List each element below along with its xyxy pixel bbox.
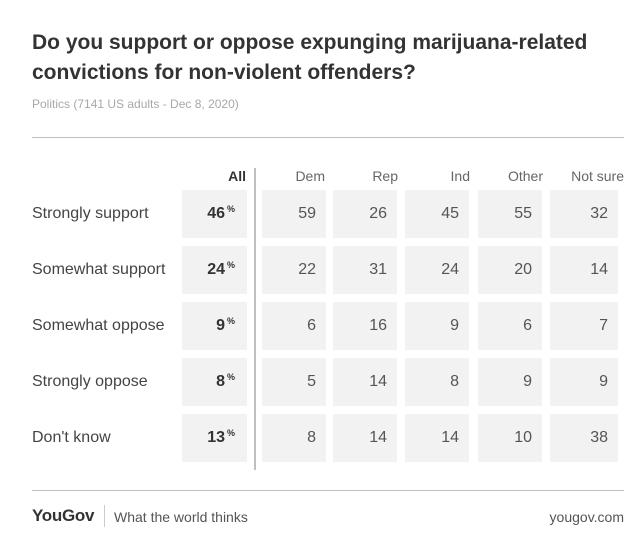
yougov-logo: YouGov xyxy=(32,506,95,525)
cell-other-value: 6 xyxy=(478,302,542,350)
table-row: Strongly oppose 8% 5 14 8 9 9 xyxy=(32,358,628,413)
cell-all-number: 46 xyxy=(207,205,225,222)
cell-not-sure-value: 38 xyxy=(550,414,618,462)
cell-not-sure-value: 7 xyxy=(550,302,618,350)
table-row: Don't know 13% 8 14 14 10 38 xyxy=(32,414,628,469)
cell-dem-value: 5 xyxy=(262,358,326,406)
column-divider xyxy=(254,168,256,470)
cell-rep-value: 31 xyxy=(333,246,397,294)
row-label: Somewhat support xyxy=(32,261,166,278)
table-row: Somewhat oppose 9% 6 16 9 6 7 xyxy=(32,302,628,357)
cell-ind-value: 24 xyxy=(405,246,469,294)
cell-dem-value: 59 xyxy=(262,190,326,238)
row-label: Somewhat oppose xyxy=(32,317,165,334)
footer-tagline: What the world thinks xyxy=(114,509,248,525)
cell-all-value: 13% xyxy=(182,414,247,462)
percent-sign: % xyxy=(226,316,235,326)
cell-all-value: 24% xyxy=(182,246,247,294)
cell-all-number: 24 xyxy=(207,261,225,278)
percent-sign: % xyxy=(226,204,235,214)
column-header-ind: Ind xyxy=(450,168,470,184)
chart-subtitle: Politics (7141 US adults - Dec 8, 2020) xyxy=(32,97,239,111)
top-divider xyxy=(32,137,624,138)
cell-all-value: 9% xyxy=(182,302,247,350)
cell-rep-value: 14 xyxy=(333,414,397,462)
cell-ind-value: 8 xyxy=(405,358,469,406)
cell-rep-value: 16 xyxy=(333,302,397,350)
footer-separator xyxy=(104,505,105,527)
table-row: Strongly support 46% 59 26 45 55 32 xyxy=(32,190,628,245)
column-header-row: All Dem Rep Ind Other Not sure xyxy=(32,160,628,190)
column-header-dem: Dem xyxy=(295,168,325,184)
percent-sign: % xyxy=(226,428,235,438)
cell-rep-value: 26 xyxy=(333,190,397,238)
chart-title: Do you support or oppose expunging marij… xyxy=(32,31,588,84)
percent-sign: % xyxy=(226,260,235,270)
cell-other-value: 20 xyxy=(478,246,542,294)
row-label: Don't know xyxy=(32,429,111,446)
cell-ind-value: 45 xyxy=(405,190,469,238)
cell-not-sure-value: 9 xyxy=(550,358,618,406)
cell-rep-value: 14 xyxy=(333,358,397,406)
cell-all-number: 9 xyxy=(216,317,225,334)
row-label: Strongly support xyxy=(32,205,149,222)
results-table: All Dem Rep Ind Other Not sure Strongly suppo… xyxy=(32,160,628,470)
column-header-rep: Rep xyxy=(372,168,398,184)
cell-not-sure-value: 14 xyxy=(550,246,618,294)
cell-not-sure-value: 32 xyxy=(550,190,618,238)
cell-dem-value: 8 xyxy=(262,414,326,462)
cell-dem-value: 22 xyxy=(262,246,326,294)
percent-sign: % xyxy=(226,372,235,382)
column-header-not-sure: Not sure xyxy=(571,168,624,184)
cell-all-value: 8% xyxy=(182,358,247,406)
cell-other-value: 55 xyxy=(478,190,542,238)
cell-all-number: 8 xyxy=(216,373,225,390)
footer-url[interactable]: yougov.com xyxy=(549,509,624,525)
column-header-all: All xyxy=(228,168,246,184)
cell-other-value: 10 xyxy=(478,414,542,462)
table-row: Somewhat support 24% 22 31 24 20 14 xyxy=(32,246,628,301)
row-label: Strongly oppose xyxy=(32,373,148,390)
cell-all-number: 13 xyxy=(207,429,225,446)
bottom-divider xyxy=(32,490,624,491)
cell-ind-value: 14 xyxy=(405,414,469,462)
cell-ind-value: 9 xyxy=(405,302,469,350)
cell-all-value: 46% xyxy=(182,190,247,238)
cell-dem-value: 6 xyxy=(262,302,326,350)
cell-other-value: 9 xyxy=(478,358,542,406)
column-header-other: Other xyxy=(507,168,543,184)
table-body: Strongly support 46% 59 26 45 55 32 Somewhat su… xyxy=(32,190,628,469)
